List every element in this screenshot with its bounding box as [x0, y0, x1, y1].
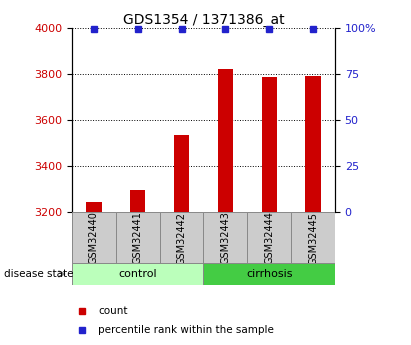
Bar [261, 77, 277, 212]
Bar [218, 69, 233, 212]
Bar [247, 212, 291, 264]
Bar [203, 212, 247, 264]
Text: cirrhosis: cirrhosis [246, 269, 293, 279]
Title: GDS1354 / 1371386_at: GDS1354 / 1371386_at [122, 12, 284, 27]
Bar [86, 203, 102, 212]
Bar [174, 135, 189, 212]
Bar [291, 212, 335, 264]
Bar [72, 212, 116, 264]
Text: GSM32442: GSM32442 [177, 211, 187, 265]
Text: GSM32443: GSM32443 [220, 211, 230, 265]
Text: GSM32444: GSM32444 [264, 211, 274, 265]
Text: GSM32440: GSM32440 [89, 211, 99, 265]
Bar [72, 263, 203, 285]
Bar [203, 263, 335, 285]
Bar [130, 190, 145, 212]
Bar [305, 76, 321, 212]
Text: disease state: disease state [4, 269, 74, 279]
Text: control: control [118, 269, 157, 279]
Bar [159, 212, 203, 264]
Text: GSM32441: GSM32441 [133, 211, 143, 265]
Text: GSM32445: GSM32445 [308, 211, 318, 265]
Text: percentile rank within the sample: percentile rank within the sample [98, 325, 274, 335]
Bar [116, 212, 159, 264]
Text: count: count [98, 306, 128, 316]
